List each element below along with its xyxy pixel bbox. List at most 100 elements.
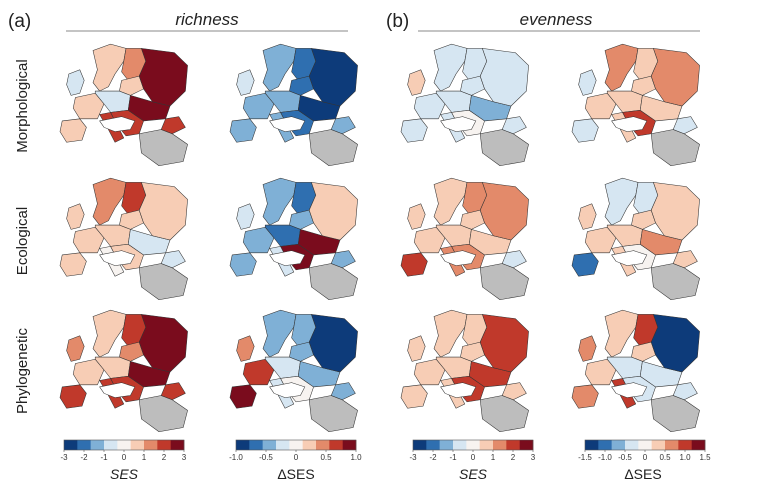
region-scandinavia [262, 177, 297, 226]
region-russia [650, 48, 700, 107]
black-sea [611, 250, 648, 266]
colorbar-tick-label: -0.5 [259, 453, 273, 462]
map-ecological-1 [229, 177, 358, 301]
region-caucasus [672, 250, 698, 269]
region-caucasus [672, 382, 698, 401]
region-baltic [119, 75, 144, 96]
region-turkey [138, 395, 188, 433]
region-iberia [400, 118, 428, 143]
row-label-morphological: Morphological [14, 59, 31, 152]
colorbar-swatch [329, 440, 343, 450]
black-sea [99, 250, 136, 266]
colorbar-title-richness-ses: SES [110, 466, 139, 482]
region-baltic [631, 341, 656, 362]
region-baltic [631, 75, 656, 96]
black-sea [440, 382, 477, 398]
black-sea [611, 116, 648, 132]
colorbar-swatch [439, 440, 454, 450]
row-label-phylogenetic: Phylogenetic [14, 328, 31, 414]
black-sea [440, 250, 477, 266]
region-britain [407, 335, 426, 362]
region-iberia [59, 252, 87, 277]
colorbar-tick-label: 2 [162, 453, 167, 462]
region-turkey [650, 395, 700, 433]
region-baltic [460, 341, 485, 362]
colorbar-tick-label: 1.0 [350, 453, 362, 462]
region-turkey [479, 263, 529, 301]
colorbar-tick-label: -3 [409, 453, 417, 462]
colorbar-tick-label: 0 [643, 453, 648, 462]
colorbar-tick-label: -3 [60, 453, 68, 462]
region-caucasus [501, 250, 527, 269]
colorbar-title-evenness-ses: SES [459, 466, 488, 482]
colorbar-title-richness-dses: ΔSES [277, 466, 314, 482]
colorbar-swatch [413, 440, 427, 450]
map-morphological-0 [59, 43, 188, 167]
colorbar-swatch [519, 440, 534, 450]
panel-title-evenness: evenness [520, 10, 593, 29]
black-sea [269, 382, 306, 398]
region-iberia [59, 384, 87, 409]
colorbar-swatch [479, 440, 494, 450]
region-russia [479, 314, 529, 373]
black-sea [99, 116, 136, 132]
region-caucasus [330, 250, 356, 269]
panel-label-b: (b) [386, 11, 409, 32]
region-baltic [119, 209, 144, 230]
black-sea [269, 116, 306, 132]
colorbar-swatch [453, 440, 467, 450]
colorbar-tick-label: 2 [511, 453, 516, 462]
region-caucasus [501, 116, 527, 135]
region-baltic [631, 209, 656, 230]
region-britain [578, 203, 597, 230]
colorbar-tick-label: 0.5 [659, 453, 671, 462]
region-britain [66, 69, 85, 96]
colorbar-swatch [651, 440, 666, 450]
colorbar-swatch [302, 440, 317, 450]
colorbar-tick-label: 1.0 [679, 453, 691, 462]
region-baltic [460, 209, 485, 230]
map-ecological-2 [400, 177, 529, 301]
region-caucasus [501, 382, 527, 401]
map-phylogenetic-3 [571, 309, 700, 433]
region-scandinavia [262, 309, 297, 358]
region-turkey [650, 263, 700, 301]
region-britain [236, 203, 255, 230]
region-turkey [650, 129, 700, 167]
region-scandinavia [433, 43, 468, 92]
map-morphological-1 [229, 43, 358, 167]
region-baltic [119, 341, 144, 362]
region-iberia [571, 118, 599, 143]
region-turkey [138, 129, 188, 167]
colorbar-tick-label: 1.5 [699, 453, 711, 462]
colorbar-tick-label: -2 [80, 453, 88, 462]
region-iberia [229, 118, 257, 143]
colorbar-swatch [144, 440, 158, 450]
region-russia [308, 314, 358, 373]
colorbar-swatch [691, 440, 706, 450]
region-turkey [308, 395, 358, 433]
map-morphological-3 [571, 43, 700, 167]
region-britain [407, 203, 426, 230]
region-caucasus [160, 250, 186, 269]
region-baltic [289, 209, 314, 230]
colorbars: -3 -2 -1 0 1 2 3 -1.0 -0.5 0 0.5 1.0 -3 -2 -1 0 1 2 3 -1.5-… [60, 439, 711, 462]
region-turkey [308, 129, 358, 167]
black-sea [611, 382, 648, 398]
colorbar-swatch [262, 440, 277, 450]
colorbar-swatch [289, 440, 303, 450]
region-caucasus [330, 116, 356, 135]
region-turkey [479, 129, 529, 167]
colorbar-swatch [90, 440, 105, 450]
colorbar-swatch [611, 440, 626, 450]
region-scandinavia [92, 309, 127, 358]
colorbar-title-evenness-dses: ΔSES [624, 466, 661, 482]
region-britain [236, 335, 255, 362]
region-britain [66, 203, 85, 230]
region-baltic [460, 75, 485, 96]
colorbar-swatch [625, 440, 639, 450]
colorbar-tick-label: 3 [182, 453, 187, 462]
region-turkey [138, 263, 188, 301]
panel-label-a: (a) [8, 11, 31, 32]
